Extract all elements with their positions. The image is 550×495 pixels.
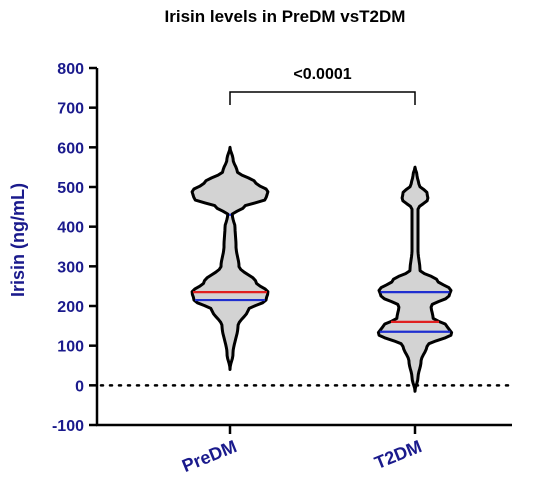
x-tick-label: PreDM <box>179 436 239 476</box>
axes-group: -100 0 100 200 300 400 500 600 700 800 PreDM T2DM <box>52 61 514 476</box>
y-tick-label: -100 <box>52 418 84 435</box>
y-tick-label: 700 <box>57 101 84 118</box>
chart-title: Irisin levels in PreDM vsT2DM <box>165 7 406 26</box>
y-tick-label: 0 <box>75 378 84 395</box>
y-tick-label: 600 <box>57 140 84 157</box>
y-tick-label: 500 <box>57 180 84 197</box>
y-tick-label: 300 <box>57 259 84 276</box>
y-tick-label: 400 <box>57 220 84 237</box>
violin-t2dm <box>376 165 454 393</box>
significance-label: <0.0001 <box>293 66 351 83</box>
y-axis-label: Irisin (ng/mL) <box>8 183 28 297</box>
significance-annotation: <0.0001 <box>229 66 416 105</box>
y-tick-label: 800 <box>57 61 84 78</box>
x-tick-label: T2DM <box>372 436 425 473</box>
y-tick-label: 200 <box>57 299 84 316</box>
violin-predm <box>190 145 270 371</box>
significance-bracket <box>229 91 416 105</box>
violins-group <box>190 145 454 393</box>
y-tick-label: 100 <box>57 339 84 356</box>
